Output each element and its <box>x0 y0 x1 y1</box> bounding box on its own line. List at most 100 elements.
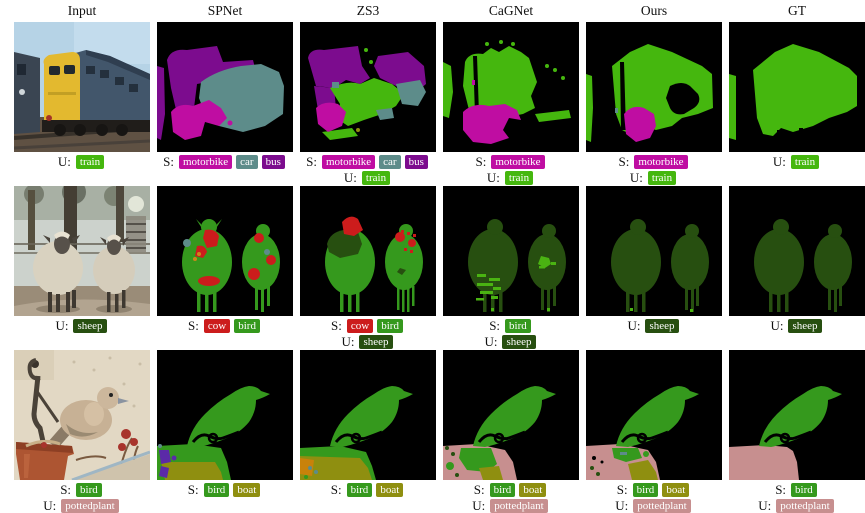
label-line: S: bird <box>489 318 533 333</box>
zs3-seg-train <box>300 22 436 152</box>
class-badge-bird: bird <box>76 482 102 497</box>
label-cell: S: bird U: pottedplant <box>729 480 865 513</box>
label-line: U: pottedplant <box>758 498 836 513</box>
sheep-patch <box>327 230 362 258</box>
class-badge-train: train <box>75 154 105 169</box>
seen-unseen-prefix: S: <box>331 318 342 333</box>
seen-unseen-prefix: S: <box>60 482 72 497</box>
zs3-seg-sheep <box>300 186 436 316</box>
seen-unseen-prefix: U: <box>629 170 643 185</box>
seen-unseen-prefix: S: <box>188 318 199 333</box>
seen-unseen-prefix: U: <box>343 170 357 185</box>
bird-region <box>759 386 842 447</box>
label-line: S: bird <box>775 482 819 497</box>
label-cell: S: bird boat <box>300 480 436 497</box>
ours-seg-bird <box>586 350 722 480</box>
class-badge-motorbike: motorbike <box>178 154 233 169</box>
class-badge-bird: bird <box>203 482 230 497</box>
seen-unseen-prefix: S: <box>775 482 787 497</box>
bird-speckles <box>476 256 556 301</box>
label-line: U: train <box>487 170 535 185</box>
motorbike-region <box>624 106 656 142</box>
seen-unseen-prefix: U: <box>758 498 772 513</box>
seen-unseen-prefix: S: <box>475 154 487 169</box>
bird-region <box>616 386 699 447</box>
label-line: U: pottedplant <box>472 498 550 513</box>
gt-seg-train <box>729 22 865 152</box>
gt-seg-bird <box>729 350 865 480</box>
class-badge-bird: bird <box>234 318 260 333</box>
sheep-region <box>611 219 709 312</box>
label-line: S: cow bird <box>188 318 262 333</box>
class-badge-bird: bird <box>791 482 817 497</box>
image-row-bird <box>0 350 865 480</box>
class-badge-sheep: sheep <box>359 334 393 349</box>
label-line: U: train <box>773 154 821 169</box>
cagnet-seg-sheep <box>443 186 579 316</box>
label-line: U: train <box>58 154 106 169</box>
class-badge-car: car <box>236 154 258 169</box>
seen-unseen-prefix: U: <box>472 498 486 513</box>
label-line: S: bird boat <box>331 482 406 497</box>
label-row-train: U: train S: motorbike car bus S: motorbike car bu… <box>0 152 865 186</box>
label-cell: S: bird boat U: pottedplant <box>586 480 722 513</box>
class-badge-train: train <box>504 170 534 185</box>
train-region <box>753 44 857 136</box>
seen-unseen-prefix: S: <box>163 154 174 169</box>
image-row-train <box>0 22 865 152</box>
seen-unseen-prefix: S: <box>330 482 342 497</box>
cagnet-seg-bird <box>443 350 579 480</box>
column-header-zs3: ZS3 <box>356 3 380 18</box>
column-header-ours: Ours <box>640 3 668 18</box>
black-hole <box>666 83 700 115</box>
label-line: U: sheep <box>484 334 537 349</box>
input-photo-sheep <box>14 186 150 316</box>
label-cell: S: bird U: pottedplant <box>14 480 150 513</box>
seen-unseen-prefix: U: <box>627 318 641 333</box>
class-badge-bus: bus <box>261 154 285 169</box>
class-badge-boat: boat <box>233 482 261 497</box>
seen-unseen-prefix: S: <box>187 482 199 497</box>
class-badge-car: car <box>379 154 401 169</box>
loco-yellow-front <box>43 52 80 126</box>
right-sheep <box>93 234 135 312</box>
seen-unseen-prefix: U: <box>43 498 57 513</box>
seen-unseen-prefix: S: <box>473 482 485 497</box>
column-header-gt: GT <box>788 3 806 18</box>
seen-unseen-prefix: S: <box>306 154 317 169</box>
label-line: S: motorbike <box>618 154 689 169</box>
label-cell: U: sheep <box>586 316 722 333</box>
bird-region <box>330 386 413 447</box>
train-region <box>463 46 537 118</box>
bird-region <box>325 219 423 312</box>
class-badge-pottedplant: pottedplant <box>776 498 834 513</box>
image-row-sheep <box>0 186 865 316</box>
label-line: S: motorbike car bus <box>163 154 287 169</box>
label-cell: U: sheep <box>729 316 865 333</box>
ours-seg-train <box>586 22 722 152</box>
pottedplant-region <box>729 445 799 480</box>
seen-unseen-prefix: U: <box>484 334 498 349</box>
label-cell: U: train <box>14 152 150 169</box>
label-cell: S: bird boat U: pottedplant <box>443 480 579 513</box>
bird-region <box>187 386 270 447</box>
class-badge-motorbike: motorbike <box>634 154 688 169</box>
class-badge-cow: cow <box>203 318 231 333</box>
label-cell: S: cow bird U: sheep <box>300 316 436 349</box>
seen-unseen-prefix: S: <box>489 318 501 333</box>
label-cell: S: motorbike U: train <box>443 152 579 185</box>
ours-seg-sheep <box>586 186 722 316</box>
train-region <box>330 78 404 126</box>
class-badge-bus: bus <box>404 154 428 169</box>
seen-unseen-prefix: U: <box>341 334 355 349</box>
class-badge-motorbike: motorbike <box>491 154 545 169</box>
label-cell: S: cow bird <box>157 316 293 333</box>
class-badge-boat: boat <box>662 482 690 497</box>
seen-unseen-prefix: U: <box>486 170 500 185</box>
zs3-seg-bird <box>300 350 436 480</box>
column-header-input: Input <box>67 3 97 18</box>
class-badge-train: train <box>790 154 820 169</box>
label-row-bird: S: bird U: pottedplant S: bird boat S: bird boat S… <box>0 480 865 513</box>
label-cell: S: bird U: sheep <box>443 316 579 349</box>
